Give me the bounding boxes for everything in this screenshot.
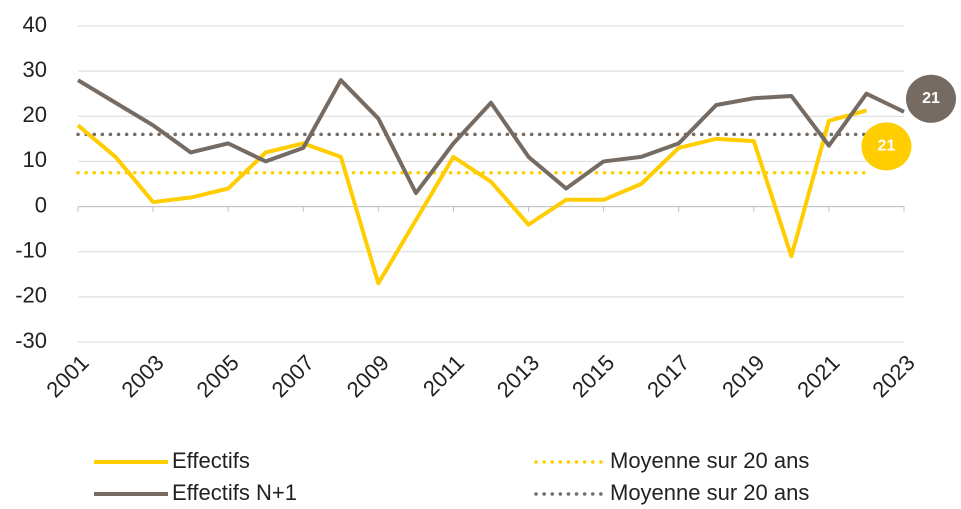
x-tick-label: 2017 <box>642 350 694 402</box>
x-tick-label: 2003 <box>116 350 168 402</box>
value-label: 21 <box>878 138 896 155</box>
y-tick-label: -30 <box>15 328 47 353</box>
y-tick-label: -10 <box>15 238 47 263</box>
legend-label: Moyenne sur 20 ans <box>610 480 809 505</box>
x-tick-label: 2021 <box>792 350 844 402</box>
x-tick-label: 2013 <box>492 350 544 402</box>
x-tick-label: 2011 <box>418 350 469 401</box>
x-tick-label: 2001 <box>41 350 93 402</box>
x-tick-label: 2009 <box>342 350 394 402</box>
y-tick-label: 10 <box>23 147 47 172</box>
x-tick-label: 2023 <box>867 350 919 402</box>
value-label: 21 <box>922 90 940 107</box>
value-bubble <box>906 74 956 123</box>
y-tick-label: -20 <box>15 283 47 308</box>
legend-label: Effectifs N+1 <box>172 480 297 505</box>
x-tick-label: 2007 <box>267 350 319 402</box>
series-line <box>76 108 867 286</box>
y-tick-label: 40 <box>23 12 47 37</box>
legend-label: Moyenne sur 20 ans <box>610 448 809 473</box>
y-tick-label: 0 <box>35 192 47 217</box>
legend-label: Effectifs <box>172 448 250 473</box>
y-tick-label: 20 <box>23 102 47 127</box>
x-tick-label: 2019 <box>717 350 769 402</box>
y-tick-label: 30 <box>23 57 47 82</box>
x-tick-label: 2015 <box>567 350 619 402</box>
series-line <box>76 78 905 196</box>
value-bubble <box>861 122 912 171</box>
x-tick-label: 2005 <box>192 350 244 402</box>
